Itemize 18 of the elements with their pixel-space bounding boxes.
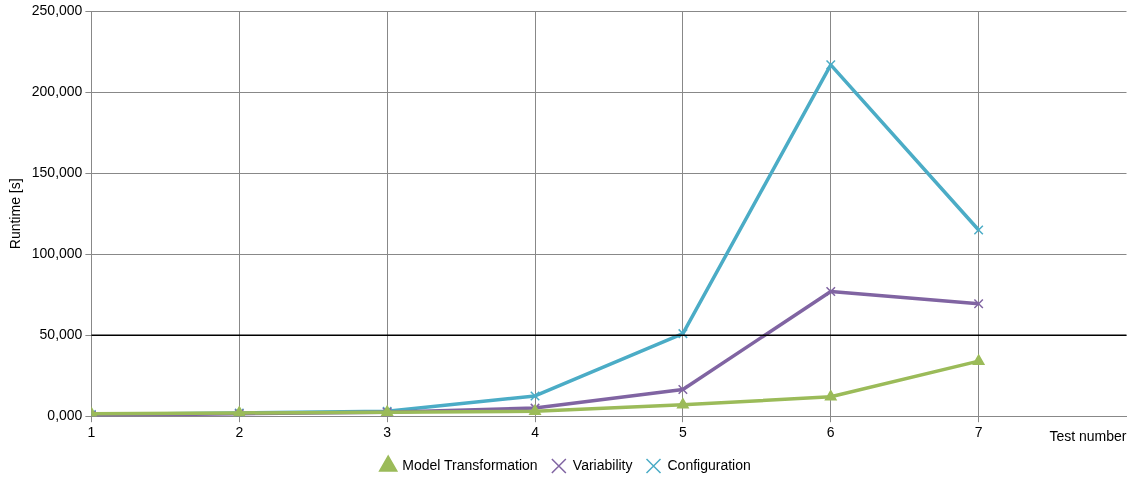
x-tick-label: 5 [678, 424, 687, 441]
x-tick-label: 2 [235, 424, 244, 441]
y-axis-title: Runtime [s] [7, 178, 24, 250]
legend-label: Configuration [667, 456, 751, 473]
y-tick-label: 0,000 [47, 407, 83, 424]
y-tick-label: 50,000 [39, 326, 83, 343]
x-tick-label: 4 [531, 424, 540, 441]
y-tick-label: 100,000 [31, 245, 83, 262]
x-tick-label: 1 [87, 424, 96, 441]
x-tick-label: 6 [826, 424, 835, 441]
y-tick-label: 200,000 [31, 83, 83, 100]
y-tick-label: 250,000 [31, 2, 83, 19]
x-tick-label: 3 [383, 424, 392, 441]
legend-label: Variability [572, 456, 633, 473]
y-tick-label: 150,000 [31, 164, 83, 181]
x-tick-label: 7 [974, 424, 983, 441]
legend-label: Model Transformation [402, 456, 538, 473]
x-axis-title: Test number [1049, 428, 1127, 445]
